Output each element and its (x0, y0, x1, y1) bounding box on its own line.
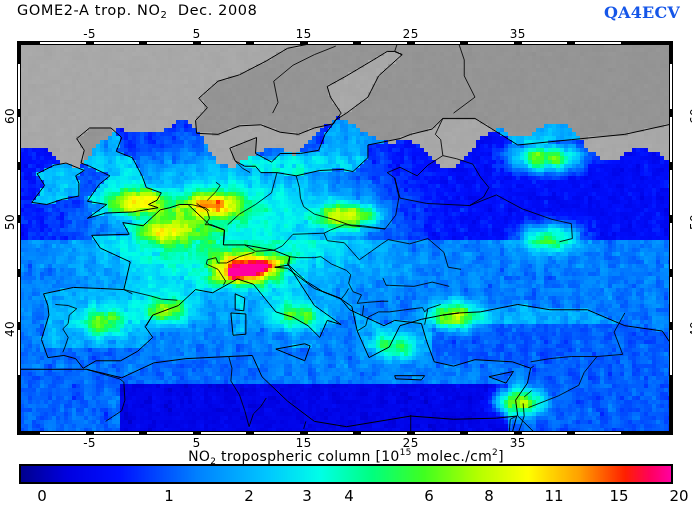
colorbar-tick-label: 3 (302, 487, 312, 505)
axis-tick-label: 25 (402, 436, 419, 450)
colorbar-tick-label: 1 (164, 487, 174, 505)
axis-tick-gap (670, 170, 672, 216)
axis-tick-label: 5 (192, 436, 201, 450)
colorbar-tick-label: 8 (484, 487, 494, 505)
axis-tick-gap (254, 42, 300, 44)
axis-tick-gap (575, 42, 621, 44)
axis-tick-gap (670, 223, 672, 269)
title-subscript: 2 (160, 10, 168, 21)
map-panel[interactable] (20, 44, 673, 432)
axis-tick-gap (40, 42, 86, 44)
no2-heatmap-canvas[interactable] (20, 44, 673, 432)
axis-tick-gap (468, 42, 514, 44)
axis-tick-label: 35 (509, 436, 526, 450)
axis-tick-gap (670, 276, 672, 322)
axis-tick-gap (254, 432, 300, 434)
colorbar[interactable] (19, 464, 673, 484)
axis-tick-gap (670, 63, 672, 110)
axis-tick-gap (521, 42, 568, 44)
axis-tick-label: 40 (688, 320, 692, 337)
axis-tick-gap (361, 42, 407, 44)
axis-tick-label: 50 (3, 214, 17, 231)
colorbar-tick-label: 6 (424, 487, 434, 505)
cb-close: ] (498, 449, 504, 465)
axis-tick-gap (93, 432, 140, 434)
cb-rest: tropospheric column [10 (216, 449, 400, 465)
axis-tick-gap (18, 223, 20, 269)
axis-tick-gap (468, 432, 514, 434)
axis-tick-gap (200, 432, 247, 434)
colorbar-tick-label: 0 (37, 487, 47, 505)
axis-tick-label: 60 (688, 108, 692, 125)
axis-tick-label: 25 (402, 27, 419, 41)
cb-no-sub: 2 (210, 457, 217, 467)
axis-tick-label: 40 (3, 320, 17, 337)
axis-tick-gap (361, 432, 407, 434)
axis-tick-gap (18, 276, 20, 322)
colorbar-tick-label: 15 (609, 487, 629, 505)
axis-tick-label: 15 (295, 436, 312, 450)
axis-tick-gap (40, 432, 86, 434)
qa4ecv-logo: QA4ECV (603, 3, 680, 22)
cb-exp: 15 (399, 448, 412, 458)
axis-tick-label: 15 (295, 27, 312, 41)
axis-tick-label: -5 (83, 27, 96, 41)
axis-tick-gap (93, 42, 140, 44)
axis-tick-gap (147, 42, 193, 44)
title-date: Dec. 2008 (177, 3, 258, 19)
axis-tick-gap (670, 117, 672, 163)
colorbar-tick-label: 2 (244, 487, 254, 505)
cb-no: NO (188, 449, 211, 465)
axis-tick-gap (521, 432, 568, 434)
axis-tick-gap (18, 63, 20, 110)
title-instrument: GOME2-A trop. NO (17, 3, 161, 19)
colorbar-tick-label: 20 (669, 487, 689, 505)
axis-tick-gap (575, 432, 621, 434)
axis-tick-label: 60 (3, 108, 17, 125)
axis-tick-gap (307, 42, 354, 44)
colorbar-gradient (21, 466, 671, 482)
axis-tick-label: 35 (509, 27, 526, 41)
axis-tick-gap (147, 432, 193, 434)
colorbar-tick-label: 4 (344, 487, 354, 505)
figure-title: GOME2-A trop. NO2 Dec. 2008 (17, 3, 258, 21)
axis-tick-gap (670, 329, 672, 375)
axis-tick-gap (414, 432, 461, 434)
axis-tick-gap (18, 170, 20, 216)
axis-tick-gap (200, 42, 247, 44)
axis-tick-gap (18, 329, 20, 375)
axis-tick-gap (18, 117, 20, 163)
colorbar-title: NO2 tropospheric column [1015 molec./cm2… (188, 448, 504, 467)
axis-tick-label: -5 (83, 436, 96, 450)
cb-exp2: 2 (492, 448, 499, 458)
axis-tick-gap (414, 42, 461, 44)
cb-tail: molec./cm (411, 449, 493, 465)
colorbar-tick-label: 11 (544, 487, 564, 505)
axis-tick-gap (307, 432, 354, 434)
axis-tick-label: 50 (688, 214, 692, 231)
axis-tick-label: 5 (192, 27, 201, 41)
